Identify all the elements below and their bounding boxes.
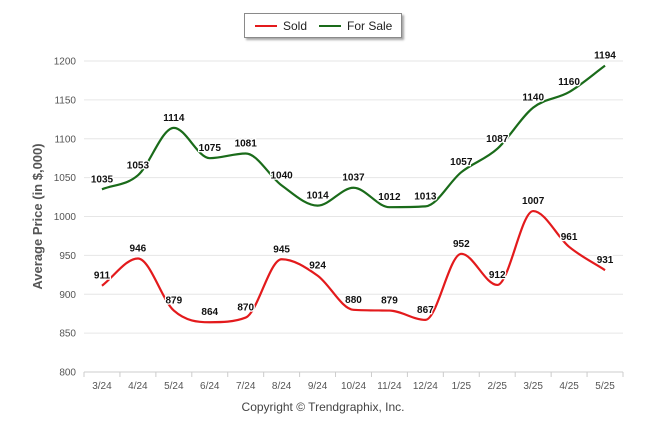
data-label-for-sale: 1057: [450, 157, 473, 168]
y-tick-label: 900: [59, 290, 76, 301]
data-label-for-sale: 1194: [594, 51, 616, 62]
y-tick-label: 1100: [54, 134, 76, 145]
data-label-sold: 1007: [522, 196, 545, 207]
x-tick-label: 4/24: [128, 381, 148, 392]
legend-item-for-sale[interactable]: For Sale: [319, 14, 392, 37]
data-label-for-sale: 1075: [199, 143, 222, 154]
y-tick-label: 1000: [54, 212, 77, 223]
sold-swatch: [255, 24, 277, 27]
data-label-sold: 912: [489, 270, 506, 281]
data-label-for-sale: 1014: [306, 191, 329, 202]
y-tick-label: 850: [59, 329, 76, 340]
data-label-sold: 931: [597, 255, 614, 266]
x-tick-label: 3/25: [523, 381, 543, 392]
data-label-sold: 946: [130, 243, 147, 254]
y-tick-label: 800: [59, 368, 76, 379]
for-sale-swatch: [319, 24, 341, 27]
x-tick-label: 8/24: [272, 381, 292, 392]
data-label-for-sale: 1081: [235, 139, 258, 150]
x-tick-label: 10/24: [341, 381, 366, 392]
x-tick-label: 9/24: [308, 381, 328, 392]
data-label-for-sale: 1114: [163, 113, 185, 124]
x-tick-label: 5/24: [164, 381, 184, 392]
x-tick-label: 7/24: [236, 381, 256, 392]
x-tick-label: 1/25: [452, 381, 472, 392]
y-tick-label: 1200: [54, 57, 77, 68]
data-label-sold: 870: [237, 303, 254, 314]
data-label-for-sale: 1013: [414, 191, 437, 202]
data-label-sold: 924: [309, 261, 326, 272]
legend-label-sold: Sold: [283, 18, 308, 33]
y-axis-title: Average Price (in $,000): [30, 143, 45, 289]
data-label-for-sale: 1035: [91, 174, 114, 185]
data-label-sold: 952: [453, 239, 470, 250]
x-tick-label: 5/25: [595, 381, 615, 392]
x-tick-label: 6/24: [200, 381, 220, 392]
data-label-sold: 945: [273, 244, 290, 255]
x-tick-label: 12/24: [413, 381, 438, 392]
x-tick-label: 4/25: [559, 381, 579, 392]
data-label-for-sale: 1040: [271, 170, 294, 181]
data-label-sold: 867: [417, 305, 434, 316]
x-tick-label: 11/24: [377, 381, 402, 392]
data-label-sold: 911: [94, 271, 111, 282]
data-label-sold: 864: [201, 307, 218, 318]
legend: Sold For Sale: [244, 13, 402, 38]
y-tick-label: 1150: [54, 95, 76, 106]
series-line-for-sale: [101, 64, 606, 209]
data-label-for-sale: 1012: [378, 192, 401, 203]
data-label-for-sale: 1140: [522, 93, 544, 104]
data-label-sold: 879: [381, 296, 398, 307]
y-tick-label: 950: [59, 251, 76, 262]
legend-label-for-sale: For Sale: [347, 18, 393, 33]
x-tick-label: 3/24: [92, 381, 112, 392]
y-tick-label: 1050: [54, 173, 77, 184]
data-label-for-sale: 1053: [127, 160, 150, 171]
series-line-sold: [101, 209, 606, 324]
data-label-for-sale: 1160: [558, 77, 580, 88]
data-label-sold: 879: [165, 296, 182, 307]
x-tick-label: 2/25: [487, 381, 507, 392]
copyright-text: Copyright © Trendgraphix, Inc.: [241, 400, 405, 414]
data-label-for-sale: 1087: [486, 134, 509, 145]
data-label-sold: 961: [561, 232, 578, 243]
legend-item-sold[interactable]: Sold: [255, 14, 307, 37]
data-label-for-sale: 1037: [342, 173, 365, 184]
data-label-sold: 880: [345, 295, 362, 306]
